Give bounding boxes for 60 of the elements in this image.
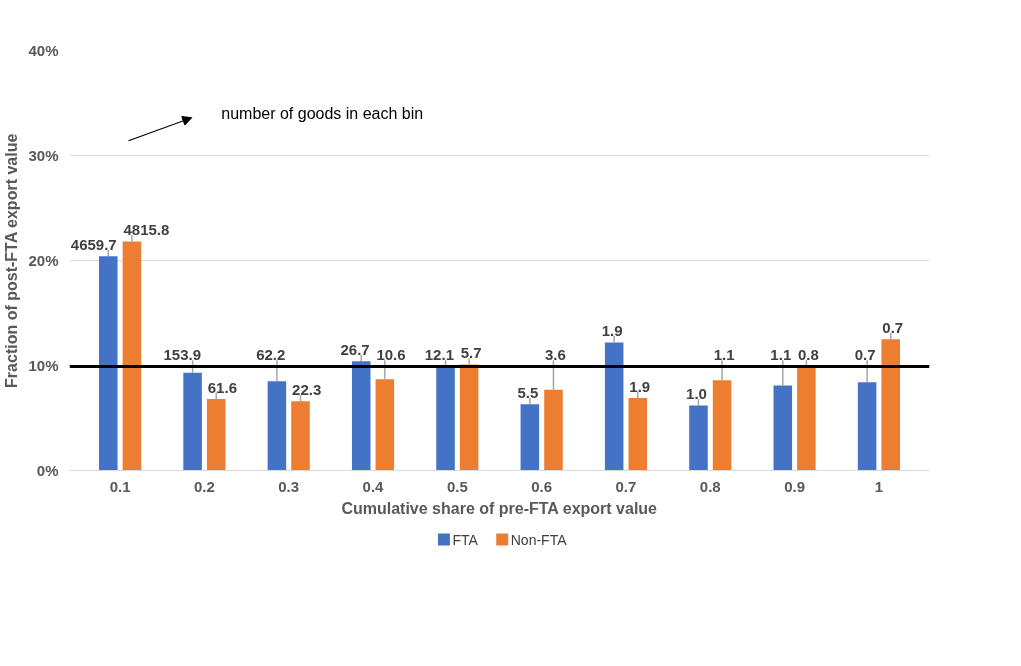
annotation: 1.1 bbox=[770, 346, 792, 364]
y-tick-label: 40% bbox=[28, 42, 59, 59]
bar bbox=[267, 381, 287, 471]
x-tick-label: 0.1 bbox=[109, 477, 131, 495]
x-tick-label: 0.9 bbox=[784, 477, 806, 495]
annotation: 61.6 bbox=[207, 378, 237, 396]
x-tick-label: 0.5 bbox=[446, 477, 468, 495]
x-tick-label: 0.7 bbox=[615, 477, 637, 495]
x-tick-label: 0.3 bbox=[278, 477, 300, 495]
bar bbox=[375, 379, 395, 471]
annotation: 1.9 bbox=[601, 322, 623, 340]
bar bbox=[351, 361, 371, 471]
bar bbox=[99, 256, 118, 471]
bar bbox=[544, 389, 563, 471]
legend-label: Non-FTA bbox=[510, 531, 568, 548]
annotation: 0.7 bbox=[854, 346, 876, 364]
y-tick-label: 0% bbox=[36, 462, 59, 479]
annotation: 1.9 bbox=[629, 377, 651, 395]
annotation: 62.2 bbox=[256, 346, 286, 364]
bar bbox=[122, 241, 142, 471]
y-tick-label: 30% bbox=[28, 147, 59, 164]
x-tick-label: 1 bbox=[874, 477, 884, 495]
annotation: 26.7 bbox=[340, 341, 370, 358]
annotation: 10.6 bbox=[376, 346, 406, 364]
annotation: 22.3 bbox=[292, 380, 322, 398]
y-tick-label: 20% bbox=[28, 252, 59, 269]
annotation: 4815.8 bbox=[123, 221, 170, 239]
y-axis-title: Fraction of post-FTA export value bbox=[3, 133, 21, 388]
legend-label: FTA bbox=[452, 531, 479, 548]
bar bbox=[604, 342, 624, 471]
annotation: 1.1 bbox=[713, 346, 735, 364]
bar bbox=[459, 364, 479, 471]
x-tick-label: 0.4 bbox=[362, 477, 385, 495]
y-tick-label: 10% bbox=[28, 357, 59, 374]
annotation: 1.0 bbox=[686, 385, 707, 403]
bar bbox=[628, 398, 648, 471]
bar bbox=[797, 366, 816, 471]
bar bbox=[773, 385, 793, 471]
bar bbox=[689, 405, 708, 471]
annotation: number of goods in each bin bbox=[221, 105, 424, 122]
x-tick-label: 0.2 bbox=[193, 477, 215, 495]
bar bbox=[206, 399, 226, 471]
bar bbox=[183, 372, 202, 471]
x-tick-label: 0.8 bbox=[699, 477, 721, 495]
annotation: 0.7 bbox=[882, 318, 904, 336]
bar bbox=[436, 367, 455, 471]
annotation: 5.7 bbox=[460, 344, 482, 362]
annotation: 3.6 bbox=[545, 346, 566, 364]
annotation: 0.8 bbox=[797, 346, 819, 364]
annotation: 12.1 bbox=[424, 346, 454, 364]
annotation: 5.5 bbox=[517, 384, 539, 402]
annotation: 153.9 bbox=[163, 346, 202, 364]
x-tick-label: 0.6 bbox=[531, 477, 553, 495]
bar bbox=[520, 404, 540, 471]
bar bbox=[712, 380, 732, 471]
annotation: 4659.7 bbox=[70, 236, 117, 253]
bar bbox=[857, 382, 877, 471]
bar bbox=[881, 339, 900, 471]
x-axis-title: Cumulative share of pre-FTA export value bbox=[341, 499, 658, 517]
bar bbox=[291, 401, 310, 471]
